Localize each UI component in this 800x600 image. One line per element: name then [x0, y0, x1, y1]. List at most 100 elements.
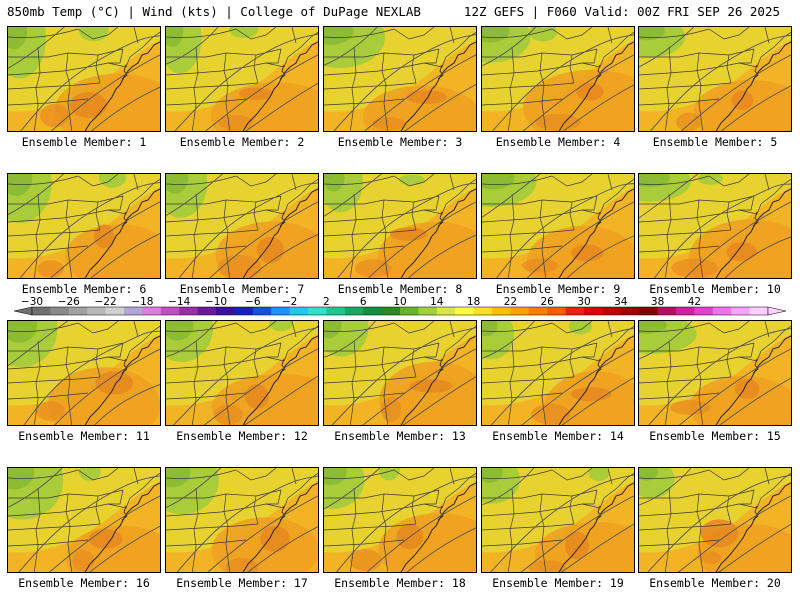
- member-caption: Ensemble Member: 1: [21, 135, 147, 149]
- member-caption: Ensemble Member: 15: [649, 429, 781, 443]
- map-title: 850mb Temp (°C) | Wind (kts) | College o…: [7, 4, 421, 19]
- member-caption: Ensemble Member: 5: [652, 135, 778, 149]
- colorbar-tick-label: −10: [205, 296, 227, 308]
- colorbar-swatch: [418, 307, 438, 315]
- colorbar-tick-label: 6: [360, 296, 367, 308]
- colorbar-tick-label: 10: [393, 296, 406, 308]
- member-map-panel: [638, 320, 792, 426]
- colorbar-swatch: [565, 307, 585, 315]
- colorbar-swatch: [142, 307, 162, 315]
- colorbar-swatch: [308, 307, 327, 315]
- colorbar-swatch: [473, 307, 493, 315]
- colorbar-tick-label: 14: [430, 296, 444, 308]
- colorbar-swatch: [492, 307, 511, 315]
- colorbar-right-arrow: [767, 306, 787, 316]
- colorbar-tick-label: 2: [323, 296, 330, 308]
- colorbar-swatch: [676, 307, 695, 315]
- colorbar-tick-label: −2: [282, 296, 297, 308]
- colorbar-swatch: [344, 307, 364, 315]
- member-map-panel: [481, 467, 635, 573]
- member-map-panel: [323, 173, 477, 279]
- colorbar-swatch: [620, 307, 640, 315]
- colorbar-swatch: [271, 307, 290, 315]
- colorbar-swatch: [436, 307, 456, 315]
- colorbar-swatch: [657, 307, 677, 315]
- colorbar-swatch: [400, 307, 419, 315]
- colorbar-tick-label: 30: [577, 296, 590, 308]
- colorbar-swatch: [124, 307, 143, 315]
- member-caption: Ensemble Member: 11: [18, 429, 150, 443]
- member-map-panel: [165, 467, 319, 573]
- member-map-panel: [481, 26, 635, 132]
- member-map-panel: [638, 467, 792, 573]
- colorbar-swatch: [160, 307, 180, 315]
- colorbar-left-arrow: [13, 306, 33, 316]
- member-map-panel: [7, 320, 161, 426]
- member-map-panel: [323, 320, 477, 426]
- member-map-panel: [323, 467, 477, 573]
- member-map-panel: [481, 173, 635, 279]
- member-caption: Ensemble Member: 8: [337, 282, 463, 296]
- member-map-panel: [7, 26, 161, 132]
- colorbar-swatch: [381, 307, 401, 315]
- member-caption: Ensemble Member: 2: [179, 135, 305, 149]
- colorbar-tick-label: 22: [504, 296, 517, 308]
- member-caption: Ensemble Member: 16: [18, 576, 150, 590]
- colorbar-tick-label: 38: [651, 296, 664, 308]
- member-caption: Ensemble Member: 10: [649, 282, 781, 296]
- colorbar-swatch: [289, 307, 309, 315]
- colorbar-swatch: [528, 307, 548, 315]
- member-map-panel: [7, 173, 161, 279]
- colorbar-swatch: [216, 307, 235, 315]
- colorbar-swatch: [363, 307, 382, 315]
- member-caption: Ensemble Member: 13: [334, 429, 466, 443]
- member-map-panel: [638, 173, 792, 279]
- colorbar-swatch: [87, 307, 106, 315]
- member-caption: Ensemble Member: 4: [495, 135, 621, 149]
- colorbar-swatch: [179, 307, 198, 315]
- model-run-info: 12Z GEFS | F060 Valid: 00Z FRI SEP 26 20…: [463, 4, 780, 19]
- colorbar-swatch: [252, 307, 272, 315]
- colorbar-tick-label: −6: [245, 296, 261, 308]
- colorbar-tick-label: 26: [541, 296, 555, 308]
- colorbar-swatch: [584, 307, 603, 315]
- colorbar-tick-label: 42: [688, 296, 701, 308]
- colorbar-swatch: [712, 307, 732, 315]
- member-caption: Ensemble Member: 6: [21, 282, 147, 296]
- colorbar-swatch: [510, 307, 530, 315]
- colorbar-tick-label: −30: [21, 296, 43, 308]
- member-map-panel: [323, 26, 477, 132]
- member-map-panel: [638, 26, 792, 132]
- member-caption: Ensemble Member: 20: [649, 576, 781, 590]
- colorbar-swatch: [197, 307, 217, 315]
- member-caption: Ensemble Member: 19: [492, 576, 624, 590]
- colorbar-tick-label: −22: [95, 296, 117, 308]
- colorbar-swatch: [32, 307, 51, 315]
- member-caption: Ensemble Member: 7: [179, 282, 305, 296]
- colorbar-tick-label: −14: [168, 296, 190, 308]
- colorbar-swatch: [326, 307, 346, 315]
- member-map-panel: [165, 173, 319, 279]
- member-caption: Ensemble Member: 14: [492, 429, 624, 443]
- member-map-panel: [165, 320, 319, 426]
- colorbar-swatch: [105, 307, 125, 315]
- temperature-colorbar: −30 −26 −22 −18 −14 −10 −6 −2 2 6 10 14 18 22 26 30 34 38…: [13, 296, 787, 316]
- colorbar-swatch: [547, 307, 566, 315]
- colorbar-swatch: [639, 307, 658, 315]
- colorbar-tick-label: −18: [131, 296, 153, 308]
- member-caption: Ensemble Member: 17: [176, 576, 308, 590]
- colorbar-swatch: [602, 307, 622, 315]
- member-caption: Ensemble Member: 3: [337, 135, 463, 149]
- colorbar-tick-label: −26: [58, 296, 80, 308]
- colorbar-tick-label: 18: [467, 296, 480, 308]
- member-caption: Ensemble Member: 12: [176, 429, 308, 443]
- member-map-panel: [165, 26, 319, 132]
- member-caption: Ensemble Member: 9: [495, 282, 621, 296]
- colorbar-swatch: [234, 307, 254, 315]
- colorbar-swatch: [731, 307, 750, 315]
- member-caption: Ensemble Member: 18: [334, 576, 466, 590]
- colorbar-swatch: [455, 307, 474, 315]
- colorbar-swatch: [50, 307, 70, 315]
- member-map-panel: [7, 467, 161, 573]
- colorbar-swatch: [749, 307, 769, 315]
